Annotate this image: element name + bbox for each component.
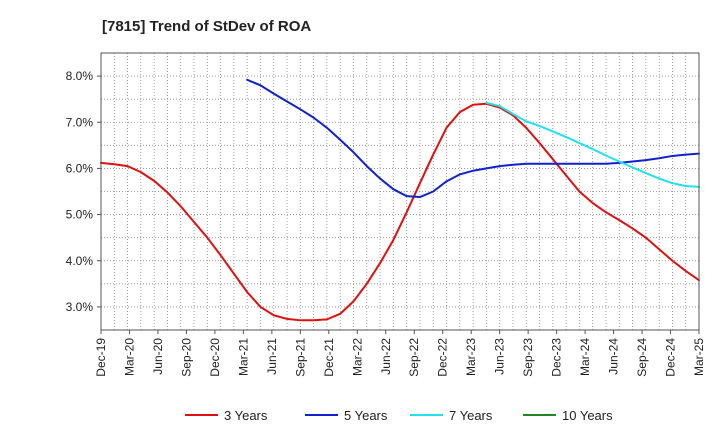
x-tick-label: Sep-20 (179, 338, 193, 377)
x-tick-label: Jun-22 (379, 338, 393, 375)
series-line-3-years (100, 102, 700, 322)
x-tick-label: Jun-20 (151, 338, 165, 375)
x-tick-label: Dec-22 (436, 338, 450, 377)
legend-label: 3 Years (224, 408, 268, 423)
x-tick-label: Jun-21 (265, 338, 279, 375)
chart-title: [7815] Trend of StDev of ROA (102, 18, 311, 35)
series-lines (100, 78, 700, 322)
x-tick-label: Mar-25 (692, 338, 706, 376)
x-tick-label: Jun-23 (493, 338, 507, 375)
x-tick-label: Mar-20 (122, 338, 136, 376)
x-axis-ticks: Dec-19 Mar-20 Jun-20 Sep-20 Dec-20 Mar-21 Jun-… (94, 330, 706, 377)
plot-frame (100, 52, 700, 331)
x-tick-label: Dec-19 (94, 338, 108, 377)
x-tick-label: Dec-23 (550, 338, 564, 377)
x-tick-label: Sep-21 (293, 338, 307, 377)
legend-label: 7 Years (449, 408, 493, 423)
x-tick-label: Sep-22 (407, 338, 421, 377)
x-tick-label: Mar-23 (464, 338, 478, 376)
legend: 3 Years 5 Years 7 Years 10 Years (185, 408, 613, 423)
x-tick-label: Dec-20 (208, 338, 222, 377)
x-tick-label: Mar-22 (350, 338, 364, 376)
x-tick-label: Sep-23 (521, 338, 535, 377)
x-tick-label: Dec-24 (664, 338, 678, 377)
y-tick-label: 3.0% (66, 300, 94, 314)
y-tick-label: 7.0% (66, 115, 94, 129)
grid (101, 53, 699, 330)
y-tick-label: 5.0% (66, 208, 94, 222)
y-tick-label: 6.0% (66, 161, 94, 175)
y-axis-ticks: 3.0% 4.0% 5.0% 6.0% 7.0% 8.0% (66, 69, 101, 314)
x-tick-label: Jun-24 (607, 338, 621, 375)
legend-label: 5 Years (344, 408, 388, 423)
x-tick-label: Sep-24 (635, 338, 649, 377)
x-tick-label: Mar-21 (236, 338, 250, 376)
series-line-7-years (485, 101, 700, 188)
y-tick-label: 4.0% (66, 254, 94, 268)
y-tick-label: 8.0% (66, 69, 94, 83)
legend-label: 10 Years (562, 408, 613, 423)
x-tick-label: Mar-24 (578, 338, 592, 376)
x-tick-label: Dec-21 (322, 338, 336, 377)
